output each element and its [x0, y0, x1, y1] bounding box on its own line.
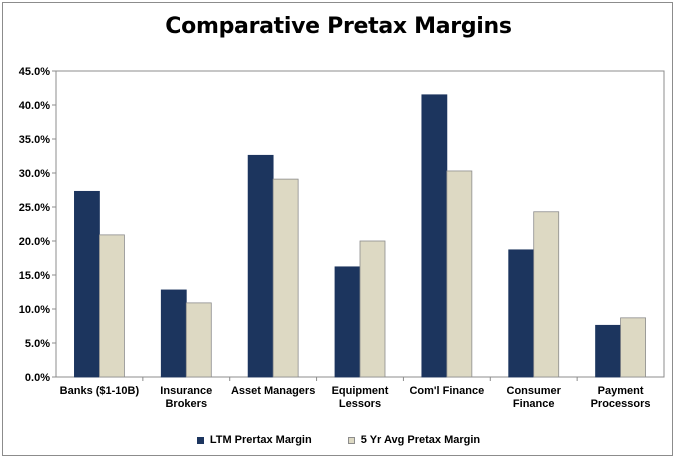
legend: LTM Prertax Margin 5 Yr Avg Pretax Margi…	[0, 434, 677, 446]
legend-label-ltm: LTM Prertax Margin	[209, 434, 312, 446]
bar-5yr-5	[533, 211, 560, 378]
x-tick-label: Asset Managers	[231, 385, 315, 397]
bar-5yr-0	[99, 234, 125, 378]
x-tick-label: Com'l Finance	[409, 385, 484, 397]
legend-item-5yr: 5 Yr Avg Pretax Margin	[347, 434, 481, 446]
x-tick-label: Payment	[598, 385, 644, 397]
legend-item-ltm: LTM Prertax Margin	[196, 434, 312, 446]
y-tick-label: 10.0%	[19, 304, 50, 316]
bar-ltm-1	[160, 289, 187, 378]
y-tick-label: 25.0%	[19, 202, 50, 214]
bar-5yr-3	[359, 240, 386, 378]
y-tick-label: 35.0%	[19, 134, 50, 146]
bar-ltm-3	[334, 266, 361, 378]
y-tick-label: 30.0%	[19, 168, 50, 180]
x-tick-label: Brokers	[165, 398, 207, 410]
chart-title: Comparative Pretax Margins	[165, 14, 512, 39]
bar-ltm-6	[595, 324, 621, 378]
bar-5yr-6	[620, 317, 646, 378]
bar-ltm-4	[421, 94, 448, 378]
y-tick-label: 5.0%	[25, 338, 50, 350]
legend-label-5yr: 5 Yr Avg Pretax Margin	[360, 434, 481, 446]
y-tick-label: 20.0%	[19, 236, 50, 248]
y-tick-label: 0.0%	[25, 372, 50, 384]
bar-5yr-4	[446, 170, 473, 378]
bar-ltm-5	[508, 249, 535, 378]
bar-5yr-2	[272, 178, 299, 378]
x-tick-label: Consumer	[507, 385, 562, 397]
x-tick-label: Finance	[513, 398, 555, 410]
y-tick-label: 15.0%	[19, 270, 50, 282]
bar-ltm-0	[74, 190, 100, 378]
y-tick-label: 40.0%	[19, 100, 50, 112]
y-tick-label: 45.0%	[19, 66, 50, 78]
legend-swatch-5yr	[347, 436, 355, 444]
legend-swatch-ltm	[196, 436, 204, 444]
x-tick-label: Lessors	[339, 398, 381, 410]
x-tick-label: Banks ($1-10B)	[60, 385, 140, 397]
x-tick-label: Equipment	[332, 385, 389, 397]
x-tick-label: Processors	[591, 398, 651, 410]
bar-ltm-2	[247, 154, 274, 378]
x-tick-label: Insurance	[160, 385, 212, 397]
bar-5yr-1	[185, 302, 212, 378]
